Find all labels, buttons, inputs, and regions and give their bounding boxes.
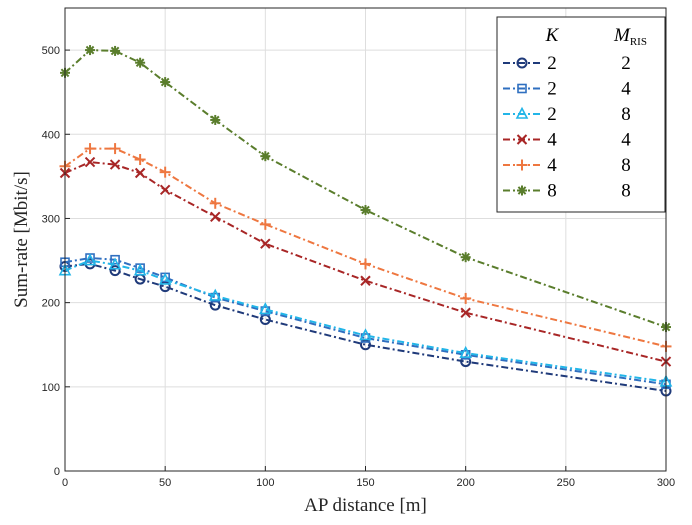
data-point [109, 143, 121, 155]
legend-k-value: 2 [547, 53, 557, 74]
y-tick-label: 100 [42, 382, 60, 394]
legend-marker [517, 83, 527, 94]
legend-header-m-main: M [613, 25, 631, 46]
x-axis-label: AP distance [m] [304, 495, 427, 516]
data-point [460, 307, 471, 318]
legend-marker [516, 159, 528, 171]
legend-k-value: 4 [547, 155, 557, 176]
legend-m-value: 4 [621, 79, 631, 100]
data-point [460, 252, 471, 263]
data-point [259, 302, 272, 315]
x-tick-label: 300 [657, 477, 675, 489]
y-axis-label: Sum-rate [Mbit/s] [11, 171, 32, 308]
y-tick-label: 0 [54, 466, 60, 478]
legend-k-value: 2 [547, 104, 557, 125]
data-point [134, 167, 146, 179]
legend-marker [517, 185, 527, 196]
legend-m-value: 4 [621, 130, 631, 151]
data-point [359, 328, 372, 341]
data-point [134, 154, 146, 166]
data-point [208, 288, 222, 301]
data-point [108, 257, 122, 270]
data-point [260, 238, 271, 249]
legend-header-m-sub: RIS [630, 36, 647, 48]
data-point [210, 114, 221, 125]
series-k2-m8 [58, 253, 673, 387]
x-tick-label: 50 [159, 477, 171, 489]
data-point [83, 253, 97, 266]
x-tick-label: 200 [456, 477, 474, 489]
legend-entries: 2 22 42 84 44 88 8 [503, 53, 631, 202]
legend-m-value: 8 [621, 104, 631, 125]
series-line [64, 161, 667, 363]
y-tick-label: 400 [42, 129, 60, 141]
series-line [64, 147, 667, 348]
legend-m-value: 8 [621, 155, 631, 176]
legend-k-value: 2 [547, 79, 557, 100]
y-tick-label: 300 [42, 213, 60, 225]
data-point [360, 205, 371, 216]
legend-marker [516, 57, 528, 69]
legend: K MRIS 2 22 42 84 44 88 8 [496, 16, 666, 213]
data-point [360, 258, 371, 270]
x-tick-label: 0 [62, 477, 68, 489]
legend-m-value: 2 [621, 53, 631, 74]
data-point [85, 45, 96, 56]
data-point [135, 57, 146, 68]
data-point [84, 156, 96, 168]
data-point [260, 151, 271, 162]
data-point [109, 159, 121, 170]
series-k8-m8 [60, 45, 671, 333]
data-point [110, 45, 121, 56]
x-tick-label: 100 [256, 477, 274, 489]
legend-k-value: 4 [547, 130, 557, 151]
axis-ticks: 0 50 100 150 200 250 300 0 100 200 300 400 500 [42, 45, 676, 489]
data-point [259, 218, 271, 230]
legend-k-value: 8 [547, 181, 557, 202]
data-point [133, 263, 147, 276]
series-line [64, 259, 667, 383]
data-point [459, 345, 472, 358]
data-point [159, 166, 171, 178]
series-line [64, 49, 667, 328]
x-tick-label: 250 [557, 477, 575, 489]
data-point [109, 265, 121, 277]
data-point [84, 143, 96, 155]
data-point [360, 275, 371, 286]
legend-m-value: 8 [621, 181, 631, 202]
series-line [64, 262, 667, 392]
legend-marker [516, 134, 528, 145]
data-point [110, 254, 120, 265]
data-point [460, 292, 472, 304]
y-tick-label: 500 [42, 45, 60, 57]
legend-header-m: MRIS [613, 25, 647, 48]
legend-header-k: K [545, 25, 560, 46]
legend-marker [515, 106, 529, 119]
data-point [160, 77, 171, 88]
data-point [158, 272, 172, 285]
y-tick-label: 200 [42, 298, 60, 310]
x-tick-label: 150 [356, 477, 374, 489]
data-point [210, 211, 221, 222]
data-point [159, 184, 171, 196]
data-point [209, 197, 221, 209]
